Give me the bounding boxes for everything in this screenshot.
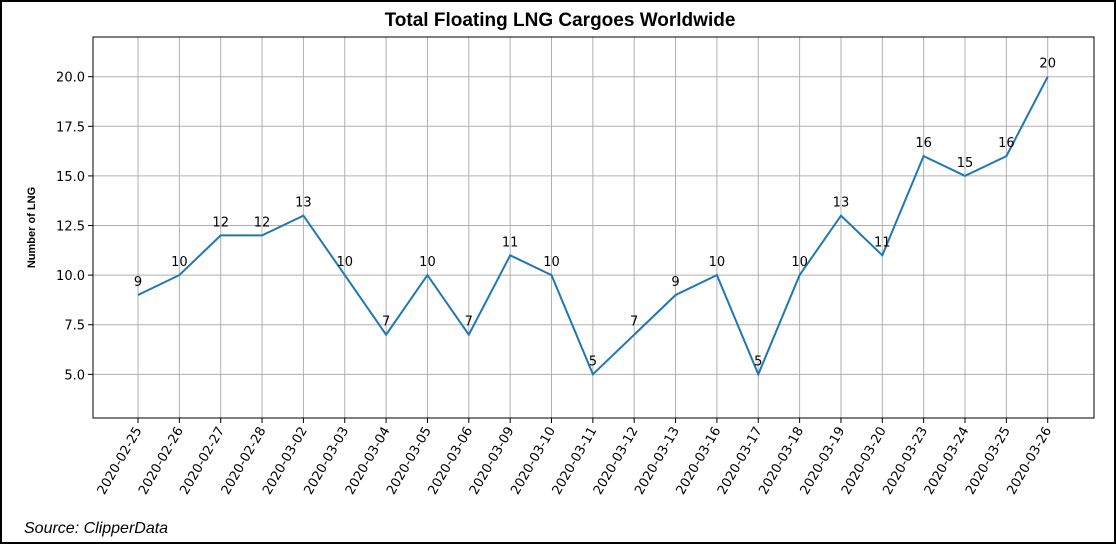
y-tick-label: 7.5: [64, 319, 85, 334]
y-tick-label: 17.5: [56, 120, 85, 135]
data-label: 15: [957, 156, 974, 171]
data-label: 10: [543, 255, 560, 270]
data-label: 13: [833, 196, 850, 211]
data-label: 16: [998, 136, 1015, 151]
data-label: 9: [134, 275, 142, 290]
y-axis-label: Number of LNG: [26, 187, 38, 268]
data-label: 16: [915, 136, 932, 151]
data-label: 11: [502, 235, 519, 250]
data-label: 5: [754, 354, 762, 369]
data-label: 12: [212, 215, 229, 230]
data-label: 10: [336, 255, 353, 270]
data-label: 10: [171, 255, 188, 270]
data-label: 7: [630, 315, 638, 330]
source-note: Source: ClipperData: [24, 520, 169, 537]
data-label: 13: [295, 196, 312, 211]
y-axis: 5.0 7.5 10.0 12.5 15.0 17.5 20.0: [56, 71, 93, 383]
plot-area: [92, 36, 1095, 419]
x-axis: 2020-02-252020-02-262020-02-272020-02-28…: [95, 418, 1055, 497]
grid-lines: [93, 37, 1094, 418]
chart-title: Total Floating LNG Cargoes Worldwide: [385, 10, 736, 31]
data-label: 7: [465, 315, 473, 330]
y-tick-label: 15.0: [56, 170, 85, 185]
y-tick-label: 12.5: [56, 220, 85, 235]
y-tick-label: 10.0: [56, 269, 85, 284]
data-label: 11: [874, 235, 891, 250]
data-label: 7: [382, 315, 390, 330]
series-line: [137, 76, 1049, 377]
data-label: 5: [589, 354, 597, 369]
y-tick-label: 20.0: [56, 71, 85, 86]
y-tick-label: 5.0: [64, 368, 85, 383]
data-label: 10: [791, 255, 808, 270]
data-labels: 9 10 12 12 13 10 7 10 7 11 10 5 7 9 10 5 10 13 11 16 15 16 20: [134, 57, 1056, 370]
x-tick-label: 2020-03-26: [1004, 425, 1055, 498]
data-label: 10: [709, 255, 726, 270]
data-label: 9: [671, 275, 679, 290]
data-label: 12: [254, 215, 271, 230]
data-label: 10: [419, 255, 436, 270]
data-label: 20: [1039, 57, 1056, 72]
